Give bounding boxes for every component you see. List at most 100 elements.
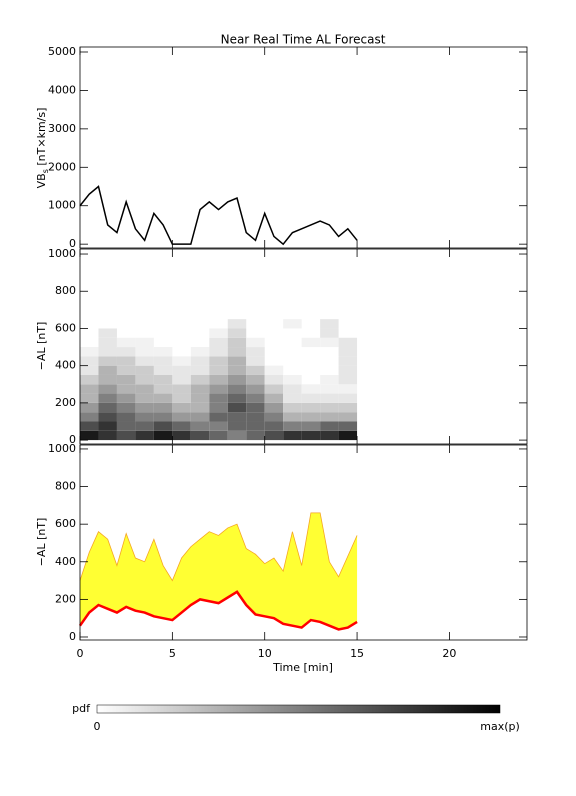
heat-cell [338,356,358,366]
y-tick-label: 800 [55,480,76,493]
y-tick-label: 0 [69,630,76,643]
heat-cell [98,393,117,403]
heat-cell [264,374,284,385]
colorbar-label: pdf [72,702,91,715]
heat-cell [338,402,358,413]
heat-cell [116,337,136,348]
heat-cell [301,430,321,441]
y-tick-label: 0 [69,433,76,446]
y-tick-label: 3000 [48,122,76,135]
heat-cell [153,430,173,441]
y-tick-label: 200 [55,396,76,409]
heat-cell [320,384,339,394]
heat-cell [338,393,358,403]
heat-cell [80,384,99,394]
heat-cell [116,430,136,441]
heat-cell [190,365,210,375]
band-area [80,512,358,630]
heat-cell [135,421,154,431]
y-axis-label: −AL [nT] [35,322,48,371]
heat-cell [80,412,99,422]
heat-cell [153,393,173,403]
heat-cell [320,328,339,338]
heat-cell [172,384,191,394]
heat-cell [190,347,210,357]
heat-cell [283,374,302,385]
y-tick-label: 4000 [48,83,76,96]
heat-cell [338,412,358,422]
plot-frame [79,444,528,641]
heat-cell [190,356,210,366]
heat-cell [209,365,228,375]
heat-cell [80,365,99,375]
heat-cell [135,356,154,366]
heat-cell [209,328,228,338]
heat-cell [301,393,321,403]
heat-cell [209,430,228,441]
y-tick-label: 200 [55,592,76,605]
heat-cell [209,384,228,394]
heat-cell [98,402,117,413]
heat-cell [264,393,284,403]
data-line [79,185,358,246]
heat-cell [98,356,117,366]
heat-cell [246,402,265,413]
heat-cell [116,412,136,422]
heat-cell [153,374,173,385]
heat-cell [246,337,265,348]
heat-cell [135,374,154,385]
heat-cell [135,365,154,375]
heat-cell [190,393,210,403]
heat-cell [153,421,173,431]
heat-cell [338,430,358,441]
heat-cell [283,412,302,422]
heat-cell [172,402,191,413]
heat-cell [80,421,99,431]
heat-cell [116,365,136,375]
heat-cell [135,337,154,348]
heat-cell [135,430,154,441]
heat-cell [172,412,191,422]
heat-cell [116,374,136,385]
heat-cell [338,365,358,375]
x-tick-label: 15 [350,647,364,660]
y-tick-label: 2000 [48,160,76,173]
heat-cell [246,393,265,403]
plot-frame [79,46,528,249]
heat-cell [283,384,302,394]
heat-cell [227,374,247,385]
y-label-unit: [nT×km/s] [35,108,48,170]
heat-cell [227,384,247,394]
heat-cell [98,337,117,348]
heat-cell [246,412,265,422]
y-tick-label: 400 [55,555,76,568]
heat-cell [338,421,358,431]
heat-cell [320,393,339,403]
heat-cell [116,421,136,431]
heat-cell [227,393,247,403]
heat-cell [320,319,339,329]
heat-cell [246,374,265,385]
heat-cell [301,412,321,422]
heat-cell [209,374,228,385]
heat-cell [80,347,99,357]
heat-cell [135,393,154,403]
x-tick-label: 5 [169,647,176,660]
heat-cell [80,374,99,385]
heat-cell [116,384,136,394]
x-tick-label: 20 [442,647,456,660]
heat-cell [320,421,339,431]
y-tick-label: 400 [55,359,76,372]
heat-cell [209,421,228,431]
heat-cell [264,412,284,422]
heat-cell [172,421,191,431]
heat-cell [227,402,247,413]
heat-cell [209,356,228,366]
heat-cell [227,328,247,338]
colorbar-max: max(p) [480,720,520,733]
heat-cell [264,384,284,394]
heat-cell [190,412,210,422]
heat-cell [283,421,302,431]
heat-cell [172,393,191,403]
